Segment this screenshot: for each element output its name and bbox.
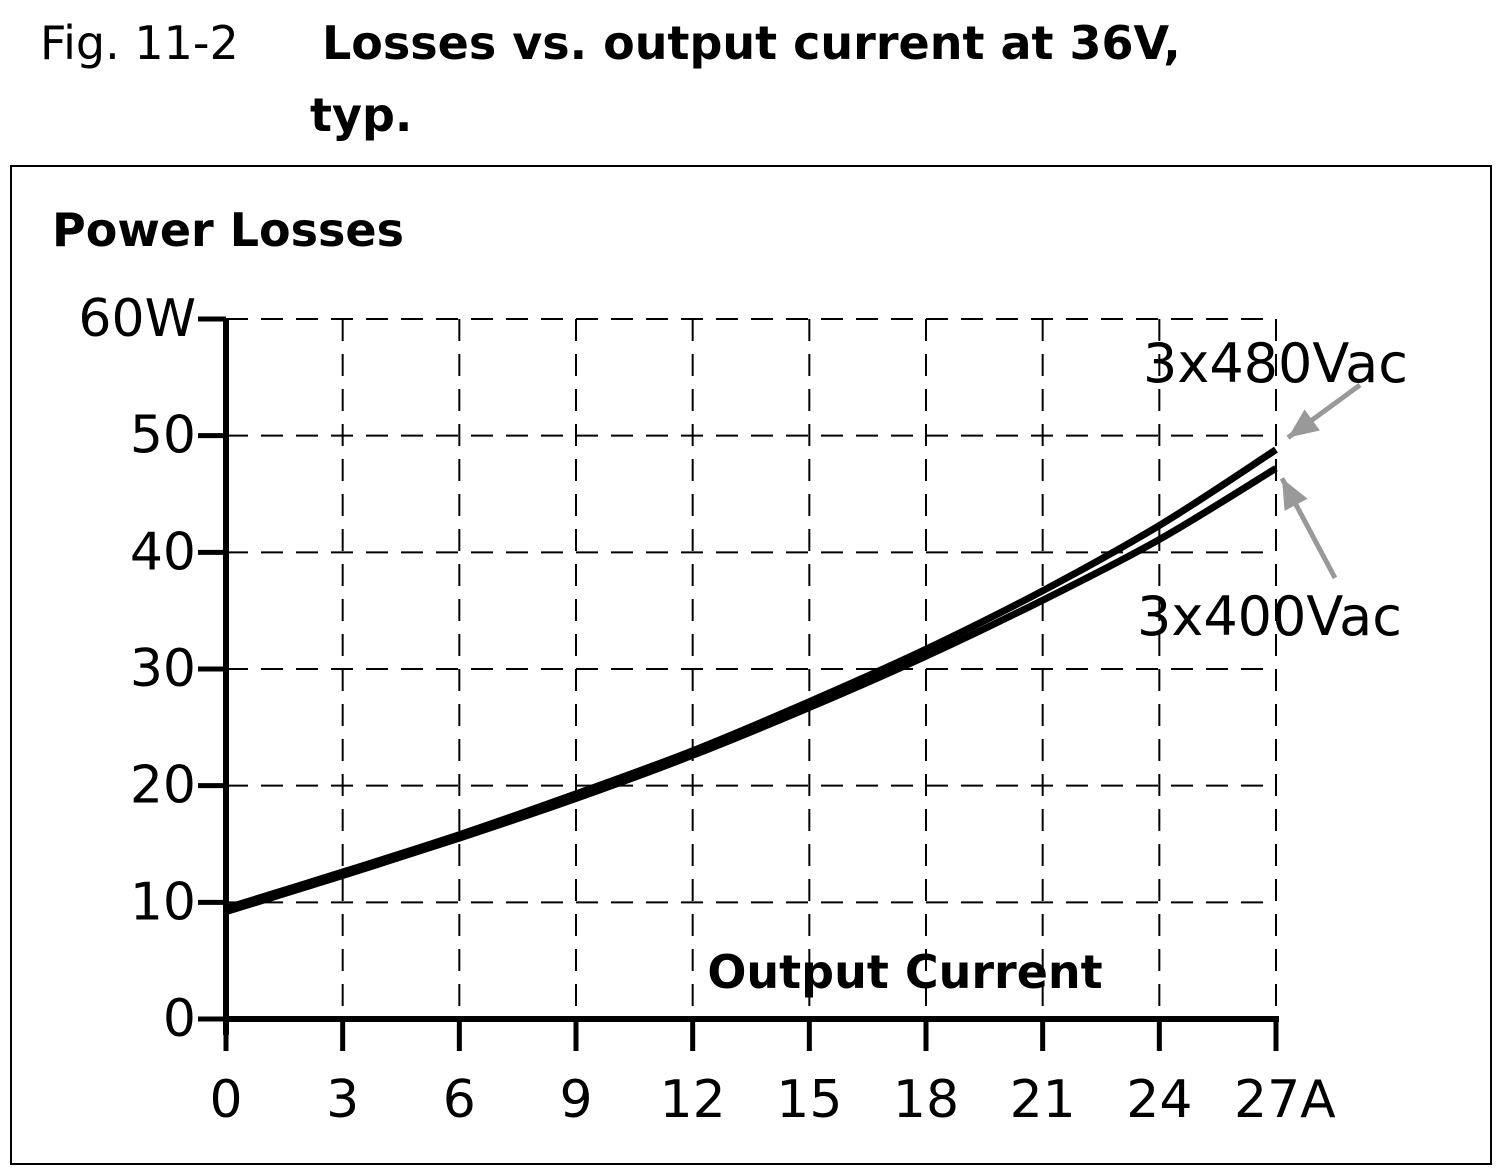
x-tick-label: 21 — [1010, 1070, 1076, 1130]
x-tick-label: 15 — [776, 1070, 842, 1130]
y-tick-label: 20 — [130, 756, 196, 816]
tick-labels: 0 10 20 30 40 50 60W 0 3 6 9 12 15 18 21 24 27A — [78, 289, 1336, 1130]
series-label-3x480vac: 3x480Vac — [1143, 332, 1408, 395]
y-tick-label: 0 — [163, 989, 196, 1049]
y-tick-label: 50 — [130, 406, 196, 466]
y-tick-label: 10 — [130, 872, 196, 932]
y-tick-label: 40 — [130, 522, 196, 582]
x-axis-label: Output Current — [707, 945, 1102, 999]
x-tick-label: 24 — [1126, 1070, 1192, 1130]
axes — [198, 316, 1279, 1051]
y-tick-label: 30 — [130, 639, 196, 699]
x-tick-label: 9 — [559, 1070, 592, 1130]
figure-title-line-1: Losses vs. output current at 36V, — [322, 16, 1181, 70]
x-tick-label: 6 — [443, 1070, 476, 1130]
arrow-3x480vac-head — [1288, 409, 1320, 438]
series-label-3x400vac: 3x400Vac — [1137, 585, 1402, 648]
x-tick-label: 18 — [893, 1070, 959, 1130]
y-tick-label: 60W — [78, 289, 196, 349]
y-axis-label: Power Losses — [52, 203, 404, 257]
series-line-3x480vac — [224, 446, 1278, 912]
series-line-3x400vac — [224, 465, 1278, 916]
annotations: 3x480Vac 3x400Vac — [1137, 332, 1408, 648]
arrow-3x400vac-head — [1282, 478, 1308, 511]
series-lines — [224, 446, 1278, 916]
x-tick-label: 0 — [209, 1070, 242, 1130]
figure-number: Fig. 11-2 — [40, 16, 239, 70]
chart-frame — [10, 165, 1492, 1165]
x-tick-label: 27A — [1234, 1070, 1336, 1130]
x-tick-label: 12 — [660, 1070, 726, 1130]
figure-title-line-2: typ. — [310, 88, 413, 142]
x-tick-label: 3 — [326, 1070, 359, 1130]
grid — [226, 318, 1277, 1019]
